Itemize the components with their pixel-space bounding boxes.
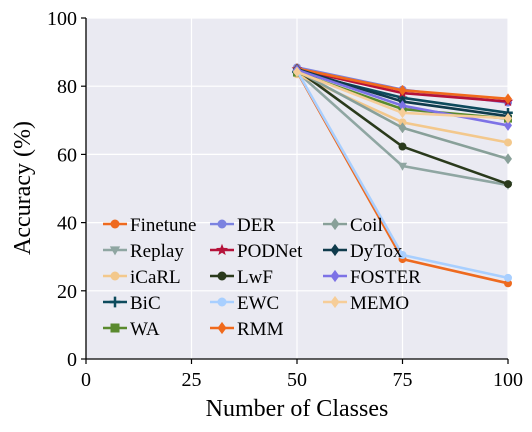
data-point-foster bbox=[398, 100, 407, 112]
legend-label-rmm: RMM bbox=[237, 319, 284, 340]
legend-marker-ewc bbox=[217, 297, 227, 307]
legend-label-coil: Coil bbox=[350, 215, 383, 236]
legend-item-coil: Coil bbox=[323, 215, 383, 236]
legend-marker-bic bbox=[109, 296, 121, 308]
legend-item-icarl: iCaRL bbox=[103, 267, 181, 288]
data-point-icarl bbox=[398, 118, 407, 127]
legend-item-foster: FOSTER bbox=[323, 267, 421, 288]
legend: Finetune Replay iCaRL BiC WA DER PODNet LwF EWC R… bbox=[103, 215, 421, 340]
legend-item-dytox: DyTox bbox=[323, 241, 403, 262]
legend-label-foster: FOSTER bbox=[350, 267, 421, 288]
series-lines bbox=[291, 63, 514, 288]
y-tick-label: 60 bbox=[57, 144, 77, 166]
legend-item-finetune: Finetune bbox=[103, 215, 197, 236]
series-memo bbox=[293, 66, 512, 124]
data-point-icarl bbox=[504, 138, 512, 147]
legend-marker-replay bbox=[109, 246, 121, 256]
legend-marker-coil bbox=[330, 217, 340, 231]
y-tick-label: 20 bbox=[57, 281, 77, 303]
legend-item-rmm: RMM bbox=[210, 319, 284, 340]
legend-item-replay: Replay bbox=[103, 241, 184, 262]
legend-label-bic: BiC bbox=[130, 293, 161, 314]
x-tick-label: 0 bbox=[81, 369, 91, 391]
legend-item-der: DER bbox=[210, 215, 275, 236]
y-tick-label: 80 bbox=[57, 76, 77, 98]
legend-label-replay: Replay bbox=[130, 241, 184, 262]
x-tick-label: 100 bbox=[493, 369, 523, 391]
x-tick-label: 50 bbox=[287, 369, 307, 391]
legend-marker-lwf bbox=[217, 271, 227, 281]
legend-marker-icarl bbox=[110, 271, 120, 281]
legend-marker-memo bbox=[330, 295, 340, 309]
data-point-foster bbox=[504, 120, 512, 131]
data-point-rmm bbox=[398, 84, 407, 96]
legend-label-der: DER bbox=[237, 215, 275, 236]
x-tick-label: 75 bbox=[393, 369, 413, 391]
legend-label-lwf: LwF bbox=[237, 267, 273, 288]
data-point-memo bbox=[293, 66, 301, 78]
x-tick-label: 25 bbox=[182, 369, 202, 391]
legend-marker-foster bbox=[330, 269, 340, 283]
legend-item-lwf: LwF bbox=[210, 267, 273, 288]
data-point-replay bbox=[397, 162, 408, 171]
data-point-ewc bbox=[398, 250, 407, 259]
data-point-coil bbox=[504, 153, 512, 165]
legend-item-ewc: EWC bbox=[210, 293, 279, 314]
legend-marker-rmm bbox=[217, 321, 227, 335]
legend-label-podnet: PODNet bbox=[237, 241, 303, 262]
y-tick-label: 40 bbox=[57, 213, 77, 235]
legend-marker-dytox bbox=[330, 243, 340, 257]
y-tick-label: 0 bbox=[67, 349, 77, 371]
data-point-memo bbox=[504, 112, 512, 124]
data-point-coil bbox=[398, 122, 407, 134]
data-point-rmm bbox=[504, 93, 512, 105]
y-axis-label: Accuracy (%) bbox=[10, 121, 36, 255]
legend-marker-podnet bbox=[216, 243, 228, 256]
data-point-ewc bbox=[504, 273, 512, 282]
y-tick-label: 100 bbox=[47, 8, 77, 30]
legend-label-wa: WA bbox=[130, 319, 160, 340]
legend-marker-finetune bbox=[110, 219, 120, 229]
legend-label-memo: MEMO bbox=[350, 293, 409, 314]
legend-item-bic: BiC bbox=[103, 293, 161, 314]
x-ticks: 0 25 50 75 100 bbox=[81, 359, 523, 391]
legend-item-memo: MEMO bbox=[323, 293, 409, 314]
legend-label-dytox: DyTox bbox=[350, 241, 403, 262]
y-ticks: 0 20 40 60 80 100 bbox=[47, 8, 86, 371]
data-point-lwf bbox=[504, 180, 512, 189]
legend-label-ewc: EWC bbox=[237, 293, 279, 314]
legend-item-podnet: PODNet bbox=[210, 241, 303, 262]
legend-marker-wa bbox=[110, 323, 120, 333]
legend-label-icarl: iCaRL bbox=[130, 267, 181, 288]
x-axis-label: Number of Classes bbox=[206, 396, 389, 422]
data-point-memo bbox=[398, 107, 407, 119]
legend-item-wa: WA bbox=[103, 319, 160, 340]
legend-label-finetune: Finetune bbox=[130, 215, 197, 236]
data-point-lwf bbox=[398, 142, 407, 151]
legend-marker-der bbox=[217, 219, 227, 229]
